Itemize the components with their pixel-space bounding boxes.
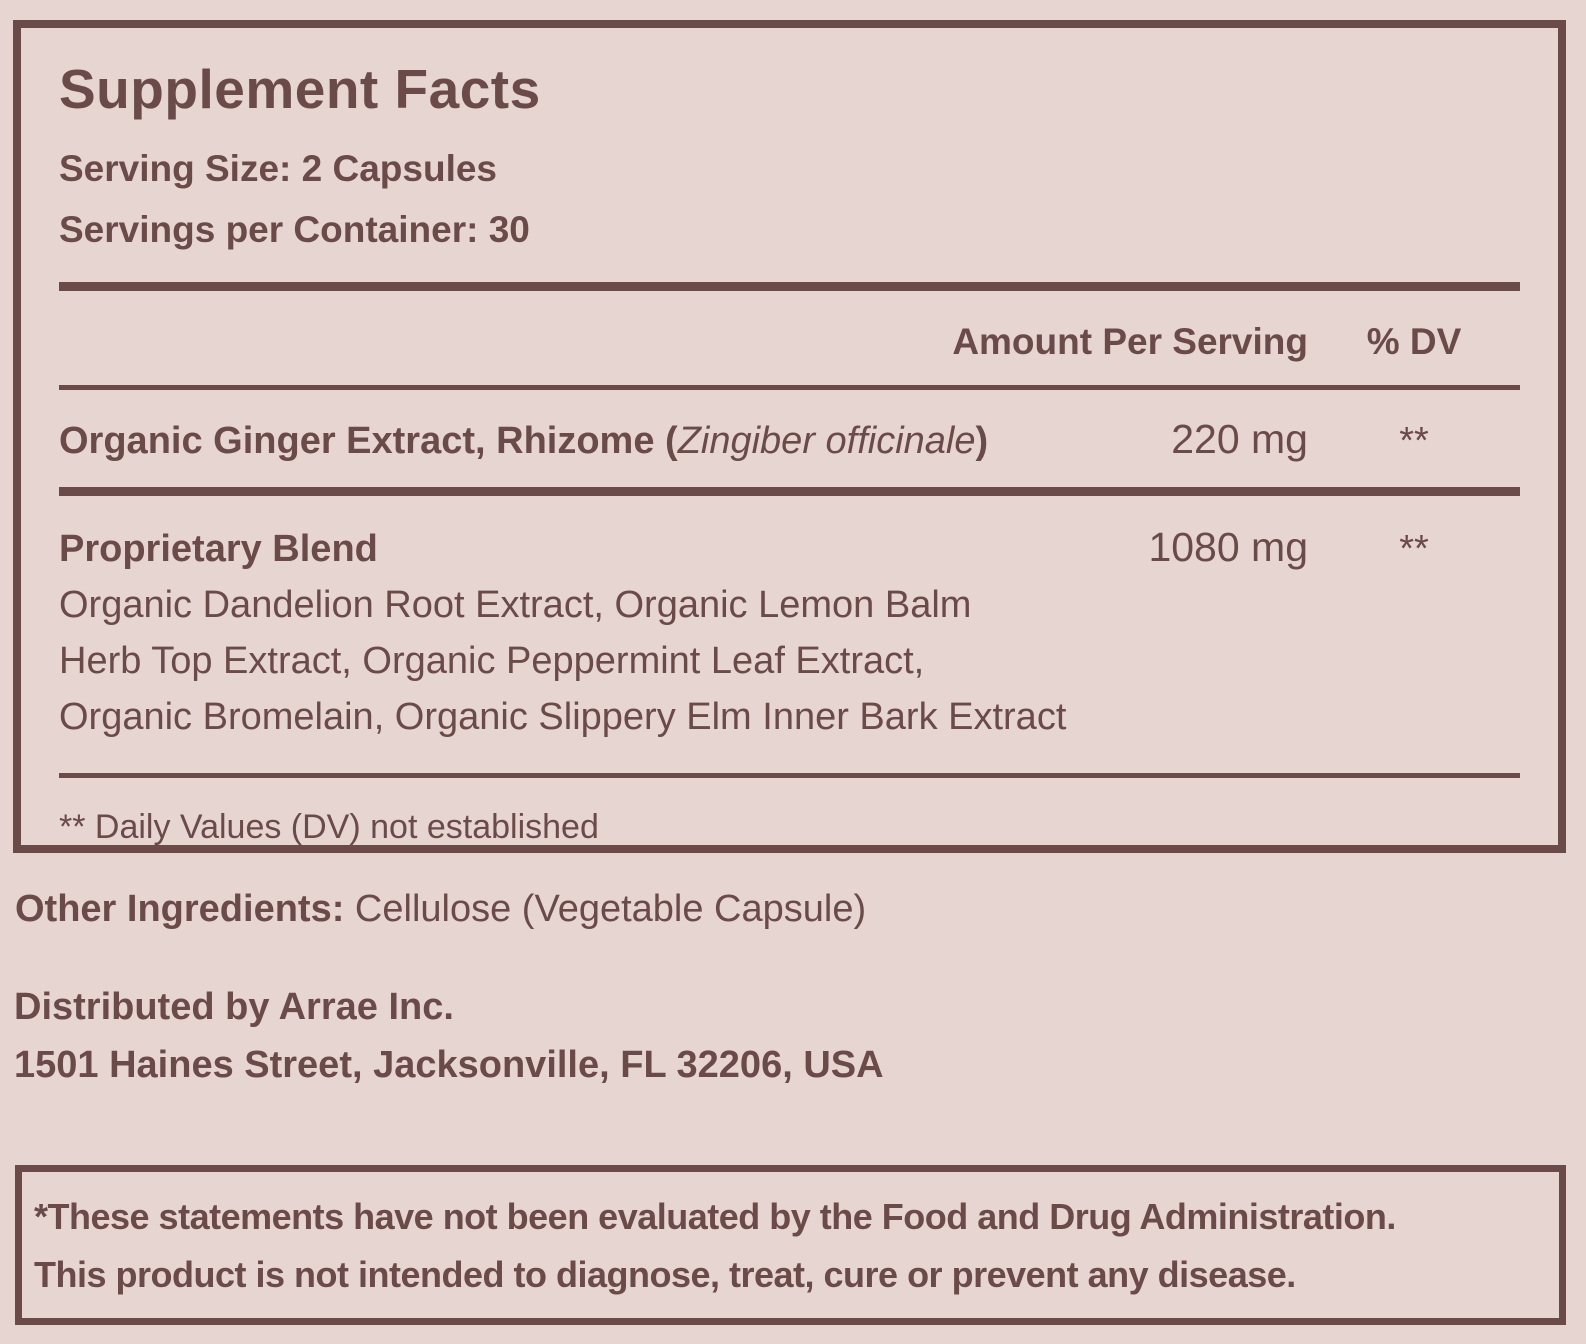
fda-disclaimer-line2: This product is not intended to diagnose… [34,1254,1296,1295]
ginger-species-italic: Zingiber officinale [677,420,976,462]
other-ingredients-value: Cellulose (Vegetable Capsule) [344,888,867,930]
divider-thick-top [59,282,1520,291]
other-ingredients-line: Other Ingredients: Cellulose (Vegetable … [15,888,866,931]
percent-dv-header: % DV [1366,321,1462,362]
ginger-extract-amount: 220 mg [1171,416,1308,462]
divider-thick-middle [59,487,1520,496]
ginger-extract-dv: ** [1399,420,1429,462]
fda-disclaimer-box: *These statements have not been evaluate… [15,1165,1566,1325]
columns-header-row: Amount Per Serving % DV [59,291,1520,385]
ginger-extract-name: Organic Ginger Extract, Rhizome (Zingibe… [59,420,1171,463]
daily-value-footnote: ** Daily Values (DV) not established [59,808,599,846]
fda-disclaimer-line1: *These statements have not been evaluate… [34,1196,1396,1237]
distributor-block: Distributed by Arrae Inc. 1501 Haines St… [14,978,884,1094]
distributor-name-line: Distributed by Arrae Inc. [14,986,454,1028]
other-ingredients-label: Other Ingredients: [15,888,345,930]
blend-description-line: Organic Dandelion Root Extract, Organic … [59,584,972,626]
ginger-name-prefix: Organic Ginger Extract, Rhizome ( [59,420,678,462]
proprietary-blend-dv: ** [1399,528,1429,570]
proprietary-blend-row: Proprietary Blend 1080 mg ** [59,496,1520,571]
divider-thin-under-header [59,385,1520,390]
proprietary-blend-amount: 1080 mg [1148,524,1308,570]
panel-title: Supplement Facts [59,58,541,120]
serving-size: Serving Size: 2 Capsules [59,148,498,189]
supplement-facts-panel: Supplement Facts Serving Size: 2 Capsule… [13,20,1566,853]
ginger-name-suffix: ) [975,420,989,462]
distributor-address-line: 1501 Haines Street, Jacksonville, FL 322… [14,1044,884,1086]
blend-description-line: Organic Bromelain, Organic Slippery Elm … [59,696,1067,738]
divider-thin-bottom [59,773,1520,778]
blend-description-line: Herb Top Extract, Organic Peppermint Lea… [59,640,925,682]
proprietary-blend-name: Proprietary Blend [59,528,378,570]
amount-per-serving-header: Amount Per Serving [952,321,1308,362]
servings-per-container: Servings per Container: 30 [59,209,530,250]
ginger-extract-row: Organic Ginger Extract, Rhizome (Zingibe… [59,390,1520,487]
proprietary-blend-description: Organic Dandelion Root Extract, Organic … [59,571,1520,773]
